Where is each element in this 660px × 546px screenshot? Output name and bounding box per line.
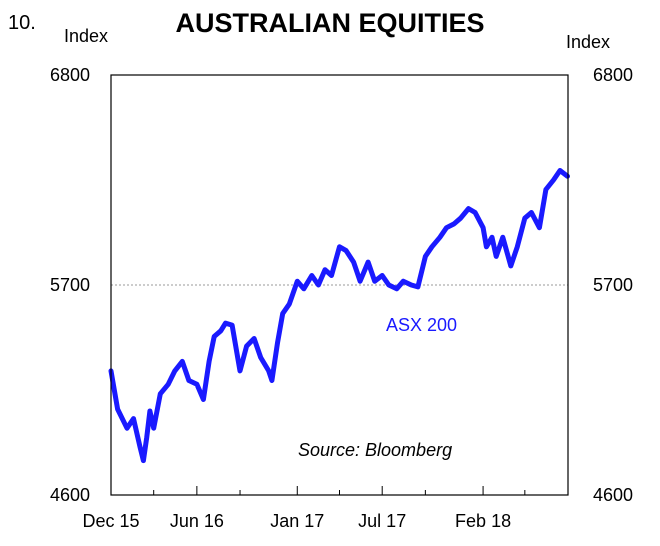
y-tick-label-right: 4600 bbox=[593, 485, 633, 505]
y-tick-label-left: 5700 bbox=[50, 275, 90, 295]
y-tick-label-left: 6800 bbox=[50, 65, 90, 85]
x-tick-label: Jul 17 bbox=[358, 511, 406, 531]
y-tick-label-right: 6800 bbox=[593, 65, 633, 85]
series-line-asx200 bbox=[108, 168, 570, 464]
tick-layer bbox=[110, 486, 526, 495]
y-tick-label-right: 5700 bbox=[593, 275, 633, 295]
chart-title: AUSTRALIAN EQUITIES bbox=[175, 8, 485, 38]
source-note: Source: Bloomberg bbox=[298, 440, 452, 460]
left-axis-unit: Index bbox=[64, 26, 109, 46]
x-tick-label: Jan 17 bbox=[270, 511, 324, 531]
figure-number: 10. bbox=[8, 12, 36, 34]
series-layer bbox=[108, 168, 570, 464]
right-axis-unit: Index bbox=[566, 32, 611, 52]
x-tick-label: Dec 15 bbox=[82, 511, 139, 531]
label-layer: Dec 15 Jun 16 Jan 17 Jul 17 Feb 18 4600 4600 57… bbox=[50, 65, 633, 531]
x-tick-label: Feb 18 bbox=[455, 511, 511, 531]
series-label-asx200: ASX 200 bbox=[386, 315, 457, 335]
x-tick-label: Jun 16 bbox=[170, 511, 224, 531]
y-tick-label-left: 4600 bbox=[50, 485, 90, 505]
